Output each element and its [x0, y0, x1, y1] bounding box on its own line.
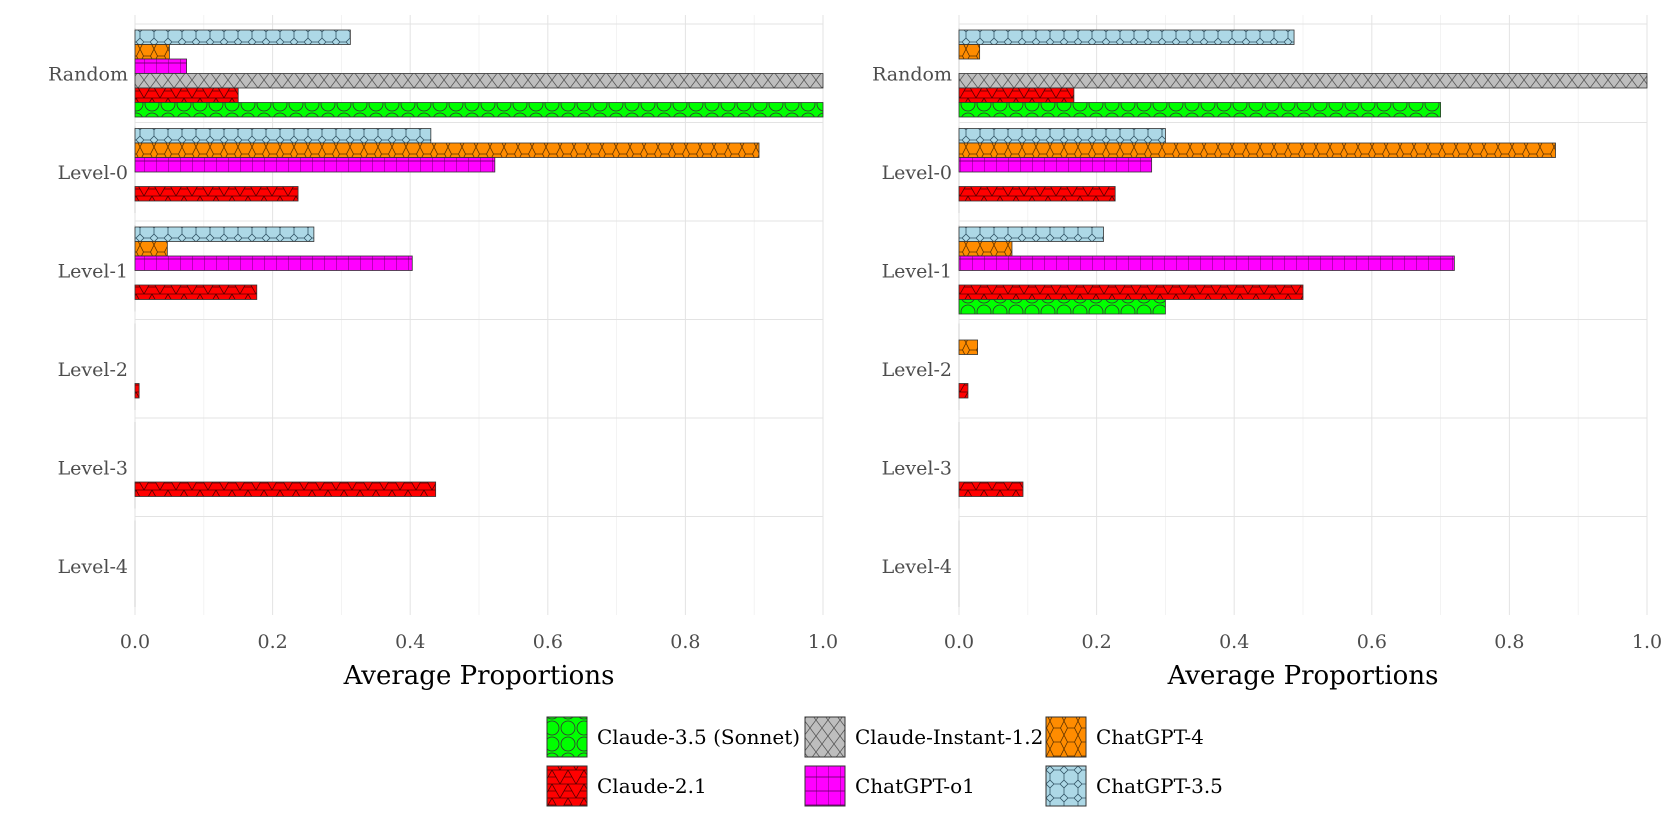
bar-claude-2-1-level-1: [958, 284, 1304, 300]
legend-label-claude-2-1: Claude-2.1: [597, 774, 707, 798]
x-tick-label: 0.0: [120, 631, 150, 653]
x-tick-label: 1.0: [1632, 631, 1661, 653]
bar-claude-2-1-level-1: [134, 284, 258, 300]
bar-chatgpt-o1-level-1: [134, 255, 413, 271]
x-tick-label: 0.6: [1357, 631, 1387, 653]
bar-chatgpt-4-level-1: [958, 241, 1013, 257]
legend-swatch-claude-instant-1-2: [804, 716, 846, 758]
bar-chatgpt-3-5-level-0: [134, 128, 432, 144]
bar-chatgpt-4-level-0: [958, 142, 1556, 158]
legend-label-claude-3-5-sonnet: Claude-3.5 (Sonnet): [597, 725, 800, 749]
x-tick-label: 0.2: [1081, 631, 1111, 653]
bar-chatgpt-o1-level-0: [134, 157, 496, 173]
bar-claude-2-1-level-3: [134, 481, 437, 497]
x-tick-label: 0.4: [1219, 631, 1249, 653]
x-tick-label: 0.6: [533, 631, 563, 653]
x-tick-label: 0.8: [1494, 631, 1524, 653]
legend-swatch-chatgpt-o1: [804, 765, 846, 807]
bar-claude-2-1-random: [958, 87, 1075, 103]
category-label: Level-3: [58, 457, 128, 479]
bar-chatgpt-o1-level-1: [958, 255, 1455, 271]
legend-label-chatgpt-o1: ChatGPT-o1: [855, 774, 975, 798]
legend: Claude-3.5 (Sonnet) Claude-Instant-1.2 Cha…: [546, 716, 1223, 807]
legend-label-chatgpt-4: ChatGPT-4: [1096, 725, 1204, 749]
bar-chatgpt-o1-level-0: [958, 157, 1153, 173]
bar-claude-instant-1-2-random: [958, 73, 1648, 89]
x-tick-label: 1.0: [808, 631, 838, 653]
legend-label-claude-instant-1-2: Claude-Instant-1.2: [855, 725, 1043, 749]
bar-claude-2-1-level-0: [958, 186, 1116, 202]
left-panel: Random Level-0 Level-1 Level-2 Level-3 Level-…: [48, 15, 838, 691]
bar-claude-3-5-sonnet-random: [958, 102, 1442, 118]
category-label: Level-4: [882, 556, 952, 578]
x-tick-label: 0.2: [257, 631, 287, 653]
legend-swatch-chatgpt-4: [1045, 716, 1087, 758]
legend-swatch-claude-3-5-sonnet: [546, 716, 588, 758]
bar-chatgpt-o1-random: [134, 58, 187, 74]
x-tick-label: 0.4: [395, 631, 425, 653]
bar-chatgpt-4-level-2: [958, 339, 978, 355]
category-label: Random: [48, 63, 128, 85]
bar-claude-2-1-random: [134, 87, 239, 103]
legend-swatch-claude-2-1: [546, 765, 588, 807]
x-axis-title: Average Proportions: [343, 661, 615, 691]
category-label: Level-2: [882, 359, 952, 381]
bar-claude-3-5-sonnet-random: [134, 102, 824, 118]
category-label: Level-2: [58, 359, 128, 381]
category-label: Level-1: [882, 260, 952, 282]
bar-claude-2-1-level-2: [958, 383, 969, 399]
legend-swatch-chatgpt-3-5: [1045, 765, 1087, 807]
x-tick-label: 0.0: [944, 631, 974, 653]
bar-chatgpt-3-5-level-0: [958, 128, 1166, 144]
bar-claude-instant-1-2-random: [134, 73, 824, 89]
x-tick-label: 0.8: [670, 631, 700, 653]
bar-claude-2-1-level-3: [958, 481, 1024, 497]
x-axis-title: Average Proportions: [1167, 661, 1439, 691]
bar-chatgpt-3-5-random: [958, 29, 1295, 45]
category-label: Random: [872, 63, 952, 85]
bar-chatgpt-4-level-0: [134, 142, 760, 158]
right-panel: Random Level-0 Level-1 Level-2 Level-3 Level-…: [872, 15, 1661, 691]
category-label: Level-0: [58, 162, 128, 184]
bar-claude-2-1-level-2: [134, 383, 140, 399]
bar-chatgpt-3-5-level-1: [958, 226, 1104, 242]
legend-label-chatgpt-3-5: ChatGPT-3.5: [1096, 774, 1223, 798]
category-label: Level-4: [58, 556, 128, 578]
bar-chatgpt-4-random: [958, 44, 981, 60]
category-label: Level-0: [882, 162, 952, 184]
bar-chatgpt-4-random: [134, 44, 170, 60]
bar-chatgpt-3-5-random: [134, 29, 351, 45]
category-label: Level-1: [58, 260, 128, 282]
bar-claude-2-1-level-0: [134, 186, 299, 202]
category-label: Level-3: [882, 457, 952, 479]
bar-claude-3-5-sonnet-level-1: [958, 299, 1166, 315]
bar-chatgpt-3-5-level-1: [134, 226, 315, 242]
bar-chatgpt-4-level-1: [134, 241, 168, 257]
